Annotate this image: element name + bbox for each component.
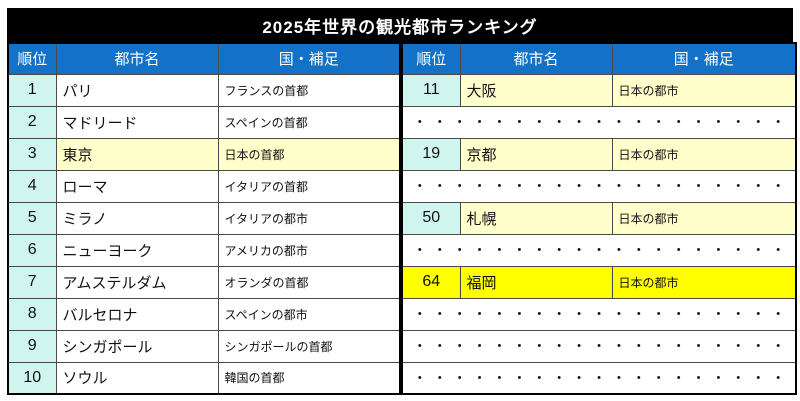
country-cell: イタリアの都市 <box>217 201 401 235</box>
table-row: 8 バルセロナ スペインの都市 <box>7 297 401 331</box>
country-cell: フランスの首都 <box>217 73 401 107</box>
city-cell: 札幌 <box>459 201 613 235</box>
rank-cell: 11 <box>401 73 461 107</box>
header-row: 順位 都市名 国・補足 <box>401 42 797 75</box>
rank-cell: 8 <box>7 297 57 331</box>
header-row: 順位 都市名 国・補足 <box>7 42 401 75</box>
ellipsis-cell: • • • • • • • • • • • • • • • • • • • <box>401 105 797 139</box>
ellipsis-row: • • • • • • • • • • • • • • • • • • • <box>401 361 797 395</box>
city-cell: 京都 <box>459 137 613 171</box>
city-cell: アムステルダム <box>55 265 219 299</box>
page-title: 2025年世界の観光都市ランキング <box>7 8 793 42</box>
ranking-table-left: 順位 都市名 国・補足 1 パリ フランスの首都 2 マドリード スペインの首都… <box>7 42 401 395</box>
header-country: 国・補足 <box>611 42 797 75</box>
rank-cell: 7 <box>7 265 57 299</box>
table-row: 6 ニューヨーク アメリカの都市 <box>7 233 401 267</box>
country-cell: オランダの首都 <box>217 265 401 299</box>
header-city: 都市名 <box>459 42 613 75</box>
rank-cell: 10 <box>7 361 57 395</box>
country-cell: 日本の都市 <box>611 201 797 235</box>
header-rank: 順位 <box>7 42 57 75</box>
city-cell: ソウル <box>55 361 219 395</box>
ellipsis-row: • • • • • • • • • • • • • • • • • • • <box>401 297 797 331</box>
table-row-highlighted: 3 東京 日本の首都 <box>7 137 401 171</box>
rank-cell: 1 <box>7 73 57 107</box>
country-cell: イタリアの首都 <box>217 169 401 203</box>
rank-cell: 64 <box>401 265 461 299</box>
country-cell: 日本の都市 <box>611 137 797 171</box>
city-cell: ローマ <box>55 169 219 203</box>
table-row: 9 シンガポール シンガポールの首都 <box>7 329 401 363</box>
rank-cell: 4 <box>7 169 57 203</box>
tables-container: 順位 都市名 国・補足 1 パリ フランスの首都 2 マドリード スペインの首都… <box>7 42 797 395</box>
table-row-highlighted: 50 札幌 日本の都市 <box>401 201 797 235</box>
table-row: 5 ミラノ イタリアの都市 <box>7 201 401 235</box>
city-cell: 大阪 <box>459 73 613 107</box>
header-city: 都市名 <box>55 42 219 75</box>
ellipsis-row: • • • • • • • • • • • • • • • • • • • <box>401 169 797 203</box>
city-cell: パリ <box>55 73 219 107</box>
ranking-table: 2025年世界の観光都市ランキング 順位 都市名 国・補足 1 パリ フランスの… <box>7 8 797 395</box>
country-cell: 日本の都市 <box>611 73 797 107</box>
table-row: 10 ソウル 韓国の首都 <box>7 361 401 395</box>
ellipsis-cell: • • • • • • • • • • • • • • • • • • • <box>401 361 797 395</box>
city-cell: バルセロナ <box>55 297 219 331</box>
city-cell: マドリード <box>55 105 219 139</box>
country-cell: 韓国の首都 <box>217 361 401 395</box>
rank-cell: 19 <box>401 137 461 171</box>
ellipsis-cell: • • • • • • • • • • • • • • • • • • • <box>401 297 797 331</box>
rank-cell: 6 <box>7 233 57 267</box>
city-cell: ニューヨーク <box>55 233 219 267</box>
country-cell: スペインの首都 <box>217 105 401 139</box>
country-cell: 日本の都市 <box>611 265 797 299</box>
rank-cell: 50 <box>401 201 461 235</box>
header-country: 国・補足 <box>217 42 401 75</box>
ellipsis-cell: • • • • • • • • • • • • • • • • • • • <box>401 233 797 267</box>
rank-cell: 9 <box>7 329 57 363</box>
table-row-highlighted: 11 大阪 日本の都市 <box>401 73 797 107</box>
ellipsis-cell: • • • • • • • • • • • • • • • • • • • <box>401 169 797 203</box>
table-row: 7 アムステルダム オランダの首都 <box>7 265 401 299</box>
country-cell: シンガポールの首都 <box>217 329 401 363</box>
country-cell: アメリカの都市 <box>217 233 401 267</box>
table-row: 4 ローマ イタリアの首都 <box>7 169 401 203</box>
city-cell: ミラノ <box>55 201 219 235</box>
ellipsis-row: • • • • • • • • • • • • • • • • • • • <box>401 233 797 267</box>
rank-cell: 5 <box>7 201 57 235</box>
city-cell: 東京 <box>55 137 219 171</box>
rank-cell: 3 <box>7 137 57 171</box>
header-rank: 順位 <box>401 42 461 75</box>
table-row-highlighted: 19 京都 日本の都市 <box>401 137 797 171</box>
country-cell: スペインの都市 <box>217 297 401 331</box>
table-row-highlighted-bright: 64 福岡 日本の都市 <box>401 265 797 299</box>
ellipsis-row: • • • • • • • • • • • • • • • • • • • <box>401 105 797 139</box>
ranking-table-right: 順位 都市名 国・補足 11 大阪 日本の都市 • • • • • • • • … <box>401 42 797 395</box>
rank-cell: 2 <box>7 105 57 139</box>
table-row: 1 パリ フランスの首都 <box>7 73 401 107</box>
country-cell: 日本の首都 <box>217 137 401 171</box>
city-cell: シンガポール <box>55 329 219 363</box>
ellipsis-cell: • • • • • • • • • • • • • • • • • • • <box>401 329 797 363</box>
city-cell: 福岡 <box>459 265 613 299</box>
table-row: 2 マドリード スペインの首都 <box>7 105 401 139</box>
ellipsis-row: • • • • • • • • • • • • • • • • • • • <box>401 329 797 363</box>
